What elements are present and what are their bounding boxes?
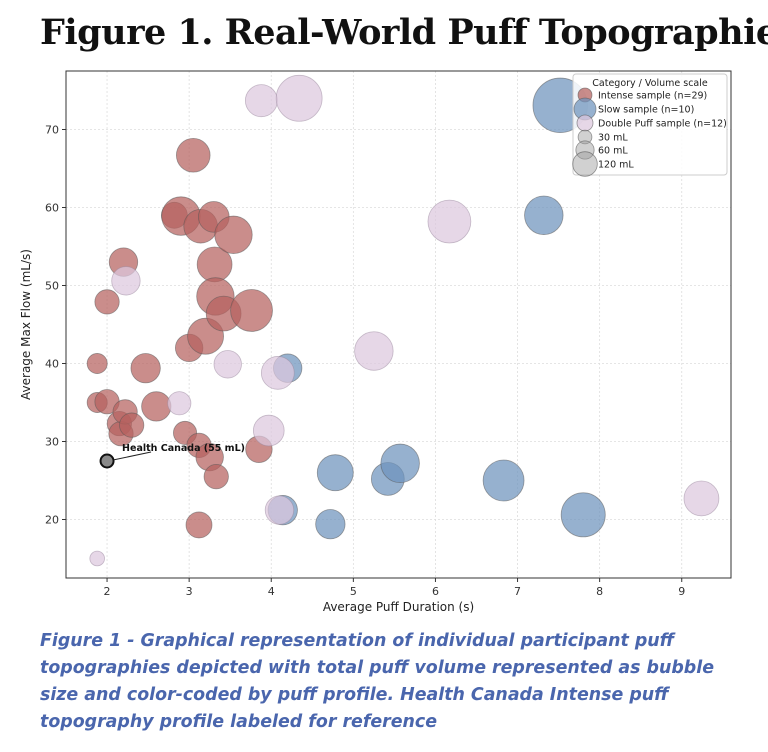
y-tick-label: 20 (45, 514, 59, 527)
x-tick-label: 8 (596, 585, 603, 598)
bubble-double (275, 74, 323, 122)
annotation-leader-line (112, 451, 152, 461)
bubble-double (89, 550, 105, 567)
bubble-intense (176, 137, 211, 173)
bubble-intense (130, 353, 161, 384)
bubble-slow (524, 195, 564, 235)
x-tick-label: 6 (432, 585, 439, 598)
bubble-double (167, 391, 192, 416)
bubble-double (260, 356, 295, 390)
y-tick-label: 40 (45, 358, 59, 371)
bubble-slow (316, 454, 354, 492)
bubble-slow (482, 459, 525, 502)
bubble-intense (214, 215, 253, 254)
axis-ticks: 2 3 4 5 6 7 8 9 20 30 40 50 60 70 (45, 124, 685, 599)
annotation-label: Health Canada (55 mL) (122, 443, 245, 454)
health-canada-marker (99, 453, 115, 469)
bubble-layer (86, 74, 720, 567)
figure-caption: Figure 1 - Graphical representation of i… (40, 631, 714, 732)
x-axis-label: Average Puff Duration (s) (323, 600, 474, 614)
bubble-slow (315, 509, 346, 540)
bubble-chart: Health Canada (55 mL) 2 3 4 5 6 7 8 9 20 30 40 50 60… (19, 70, 732, 614)
bubble-double (111, 266, 141, 296)
figure-title: Figure 1. Real-World Puff Topographies (40, 12, 768, 53)
bubble-intense (119, 412, 145, 438)
x-tick-label: 2 (104, 585, 111, 598)
bubble-slow (380, 443, 420, 484)
x-tick-label: 9 (678, 585, 685, 598)
bubble-double (264, 495, 295, 525)
legend-marker-double (576, 114, 594, 132)
y-axis-label: Average Max Flow (mL/s) (19, 249, 33, 400)
bubble-intense (94, 289, 120, 315)
legend-marker-size (575, 140, 595, 160)
legend-title: Category / Volume scale (592, 78, 708, 89)
legend-label: 60 mL (598, 146, 628, 157)
legend-entries: Intense sample (n=29) Slow sample (n=10) D… (572, 87, 727, 177)
y-tick-label: 70 (45, 124, 59, 137)
legend-label: Slow sample (n=10) (598, 105, 694, 116)
legend-label: 120 mL (598, 160, 634, 171)
y-tick-label: 60 (45, 202, 59, 215)
legend-label: Intense sample (n=29) (598, 91, 707, 102)
legend: Category / Volume scale Intense sample (… (572, 73, 728, 177)
bubble-double (213, 350, 242, 379)
bubble-intense (141, 391, 172, 422)
legend-label: Double Puff sample (n=12) (598, 119, 727, 130)
x-tick-label: 7 (514, 585, 521, 598)
annotation-layer: Health Canada (55 mL) (99, 443, 245, 469)
bubble-intense (203, 464, 229, 490)
bubble-double (683, 480, 720, 517)
bubble-double (427, 199, 472, 244)
legend-marker-size (572, 151, 598, 177)
y-tick-label: 50 (45, 280, 59, 293)
bubble-double (354, 331, 394, 371)
y-tick-label: 30 (45, 436, 59, 449)
x-tick-label: 4 (268, 585, 275, 598)
bubble-intense (230, 289, 273, 332)
bubble-intense (86, 353, 108, 374)
legend-marker-size (577, 129, 593, 145)
x-tick-label: 3 (186, 585, 193, 598)
plot-frame (65, 70, 732, 579)
bubble-slow (560, 492, 606, 538)
bubble-double (253, 414, 285, 447)
legend-label: 30 mL (598, 133, 628, 144)
bubble-double (244, 84, 278, 118)
x-tick-label: 5 (350, 585, 357, 598)
legend-box (572, 73, 728, 176)
grid-lines (66, 71, 731, 578)
bubble-intense (185, 511, 213, 539)
